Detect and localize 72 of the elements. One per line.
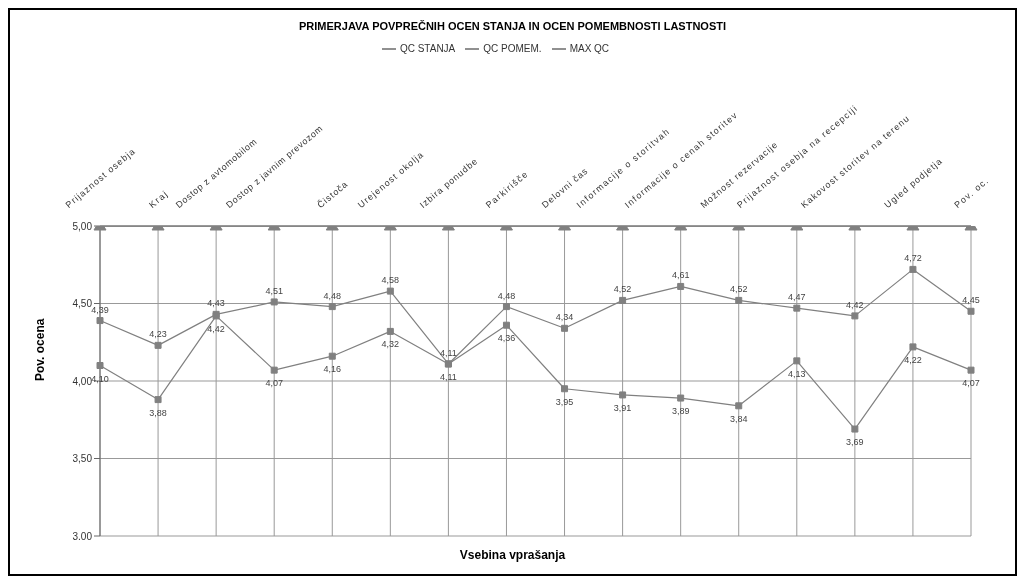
point — [96, 362, 104, 369]
point — [386, 327, 394, 335]
chart-title: PRIMERJAVA POVPREČNIH OCEN STANJA IN OCEN POMEMBNOSTI LASTNOSTI — [298, 20, 727, 32]
point — [967, 366, 975, 374]
point — [851, 312, 859, 320]
point — [967, 307, 975, 315]
legend-label: QC POMEM. — [483, 42, 542, 54]
point — [386, 287, 394, 295]
data-label: 4,36 — [497, 333, 516, 344]
y-tick-label: 5,00 — [72, 220, 93, 232]
point — [270, 298, 278, 306]
data-label: 3,88 — [149, 407, 167, 418]
point — [328, 303, 336, 311]
y-tick-label: 3,50 — [72, 453, 93, 465]
data-label: 4,07 — [962, 378, 980, 389]
data-label: 4,58 — [381, 275, 400, 286]
point — [561, 324, 569, 332]
data-label: 4,48 — [497, 290, 516, 301]
point — [677, 394, 685, 402]
point — [677, 282, 685, 290]
point — [619, 391, 627, 399]
data-label: 4,52 — [729, 284, 748, 295]
data-label: 4,39 — [91, 304, 109, 315]
point — [154, 396, 162, 404]
data-label: 4,52 — [613, 284, 632, 295]
point — [328, 352, 336, 360]
y-tick-label: 4,50 — [72, 298, 93, 310]
data-label: 4,42 — [207, 323, 225, 334]
point — [502, 321, 510, 329]
data-label: 3,69 — [846, 437, 864, 448]
data-label: 4,47 — [788, 292, 806, 303]
point — [735, 296, 743, 304]
data-label: 4,32 — [381, 339, 400, 350]
data-label: 4,42 — [846, 299, 864, 310]
data-label: 4,11 — [439, 347, 457, 358]
data-label: 3,84 — [729, 413, 748, 424]
point — [154, 341, 162, 349]
point — [909, 265, 917, 273]
data-label: 4,61 — [671, 270, 690, 281]
x-tick-label: Pov. oc. — [952, 176, 990, 210]
data-label: 4,48 — [323, 290, 342, 301]
y-axis-title: Pov. ocena — [33, 318, 48, 381]
legend-label: QC STANJA — [399, 42, 456, 54]
point — [851, 425, 859, 433]
data-label: 3,91 — [613, 402, 632, 413]
data-label: 4,16 — [323, 364, 342, 375]
point — [619, 296, 627, 304]
point — [270, 366, 278, 374]
data-label: 4,11 — [439, 371, 457, 382]
data-label: 4,51 — [265, 285, 283, 296]
data-label: 4,23 — [149, 329, 167, 340]
data-label: 3,89 — [671, 406, 690, 417]
point — [735, 402, 743, 410]
point — [561, 385, 569, 393]
data-label: 4,72 — [904, 253, 922, 264]
data-label: 4,07 — [265, 378, 283, 389]
data-label: 4,45 — [962, 295, 980, 306]
data-label: 4,10 — [91, 373, 109, 384]
y-tick-label: 3,00 — [72, 530, 93, 542]
point — [502, 303, 510, 311]
point — [909, 343, 917, 351]
point — [793, 357, 801, 365]
x-axis-title: Vsebina vprašanja — [458, 548, 567, 562]
point — [793, 304, 801, 312]
data-label: 4,34 — [555, 312, 574, 323]
legend-label: MAX QC — [569, 42, 610, 54]
data-label: 3,95 — [555, 396, 574, 407]
data-label: 4,43 — [207, 298, 225, 309]
y-tick-label: 4,00 — [72, 375, 93, 387]
point — [96, 317, 104, 325]
data-label: 4,13 — [788, 368, 806, 379]
data-label: 4,22 — [904, 354, 922, 365]
